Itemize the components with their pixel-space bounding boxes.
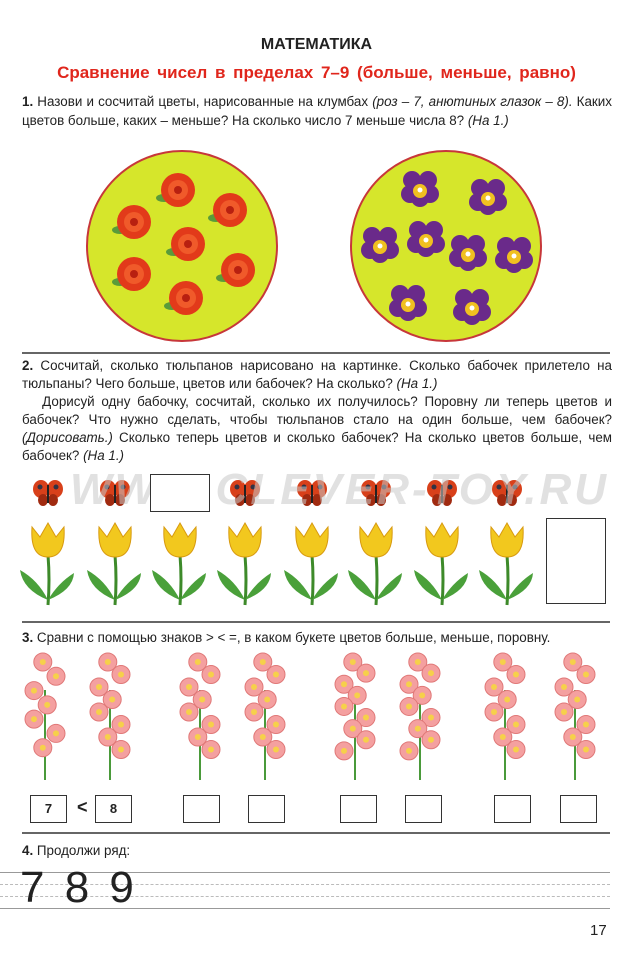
number-sequence: 7 8 9	[20, 863, 138, 912]
butterfly	[297, 480, 327, 506]
pansy	[407, 221, 445, 257]
tulip	[414, 521, 468, 606]
bouquet	[89, 652, 131, 780]
compare-sign: <	[77, 797, 88, 817]
task-4-text: 4. Продолжи ряд:	[22, 843, 131, 858]
tulip	[348, 521, 402, 606]
task-3-text: 3. Сравни с помощью знаков > < =, в како…	[22, 630, 551, 645]
empty-butterfly-box[interactable]	[150, 474, 210, 512]
writing-line	[0, 908, 610, 909]
rose	[164, 281, 203, 315]
compare-box[interactable]	[405, 795, 442, 823]
bouquet	[179, 652, 221, 780]
bouquet	[554, 652, 596, 780]
pansy	[401, 171, 439, 207]
bouquet	[244, 652, 286, 780]
tulip	[20, 521, 74, 606]
bouquet	[399, 652, 441, 780]
butterfly	[361, 480, 391, 506]
tulip	[152, 521, 206, 606]
tulip	[217, 521, 271, 606]
tulip	[284, 521, 338, 606]
writing-line	[0, 872, 610, 873]
bouquet	[24, 652, 66, 780]
rose	[216, 253, 255, 287]
divider	[22, 832, 610, 834]
pansy	[449, 235, 487, 271]
writing-line	[0, 896, 610, 897]
compare-box[interactable]	[340, 795, 377, 823]
butterfly	[230, 480, 260, 506]
task-1-text: 1. Назови и сосчитай цветы, нарисованные…	[22, 94, 612, 128]
pansy	[495, 237, 533, 273]
tulips-row	[20, 480, 533, 606]
rose-flowerbed	[86, 150, 278, 342]
butterfly	[427, 480, 457, 506]
task-2-text: 2. Сосчитай, сколько тюльпанов нарисован…	[22, 358, 612, 463]
compare-box[interactable]	[560, 795, 597, 823]
pansy	[453, 289, 491, 325]
lesson-title: Сравнение чисел в пределах 7–9 (больше, …	[57, 63, 576, 82]
tulip	[479, 521, 533, 606]
answer-box[interactable]	[546, 518, 606, 604]
compare-box[interactable]	[248, 795, 285, 823]
subject-title: МАТЕМАТИКА	[260, 36, 373, 53]
rose	[156, 173, 195, 207]
compare-box[interactable]	[183, 795, 220, 823]
rose	[112, 205, 151, 239]
rose	[112, 257, 151, 291]
tulip	[87, 521, 141, 606]
butterfly	[492, 480, 522, 506]
pansy	[469, 179, 507, 215]
butterfly	[100, 480, 130, 506]
pansy	[361, 227, 399, 263]
rose	[166, 227, 205, 261]
rose	[208, 193, 247, 227]
compare-box[interactable]: 8	[95, 795, 132, 823]
divider	[22, 352, 610, 354]
writing-line	[0, 884, 610, 885]
bouquet	[484, 652, 526, 780]
divider	[22, 621, 610, 623]
page-number: 17	[590, 922, 607, 939]
bouquet	[334, 652, 376, 780]
compare-box[interactable]: 7	[30, 795, 67, 823]
compare-box[interactable]	[494, 795, 531, 823]
butterfly	[33, 480, 63, 506]
pansy-flowerbed	[350, 150, 542, 342]
pansy	[389, 285, 427, 321]
bouquets	[24, 652, 596, 780]
